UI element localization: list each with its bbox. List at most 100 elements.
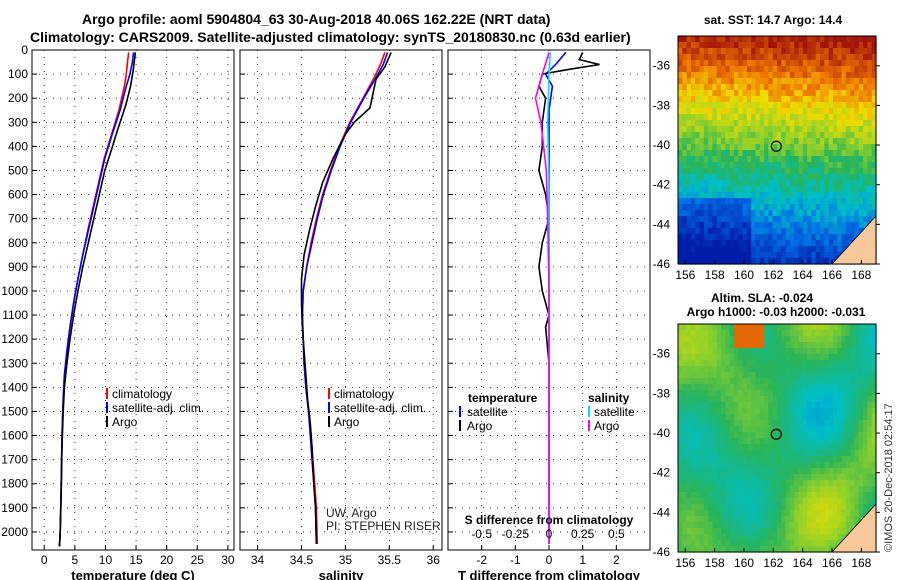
x-tick-label: 20 [160, 553, 174, 567]
x-tick-label: 2 [613, 553, 620, 567]
salinity-diff-axis-label: S difference from climatology [465, 513, 634, 527]
legend-label: Argo [334, 415, 360, 429]
title-line-1: Argo profile: aoml 5904804_63 30-Aug-201… [82, 11, 550, 27]
x-tick-label: 162 [763, 268, 783, 282]
y-tick-label: 800 [8, 236, 28, 250]
y-tick-label: -42 [653, 178, 671, 192]
x-tick-label: 35.5 [378, 553, 402, 567]
y-tick-label: -46 [653, 257, 671, 271]
x-tick-label: 168 [851, 556, 871, 570]
x-tick-label: 34.5 [290, 553, 314, 567]
x-tick-label: 168 [851, 268, 871, 282]
sla-map-subtitle: Argo h1000: -0.03 h2000: -0.031 [687, 305, 866, 319]
y-tick-label: 500 [8, 163, 28, 177]
x-tick-label: -1 [510, 553, 521, 567]
legend-label: satellite-adj. clim. [334, 401, 426, 415]
y-tick-label: 1300 [1, 356, 28, 370]
temperature-panel: 0 5 10 15 20 25 300100200300400500600700800900… [1, 43, 235, 580]
salinity-series-climatology [301, 52, 386, 545]
temperature-series-argo [58, 52, 137, 547]
sla-heatmap-cells [678, 324, 877, 553]
x-tick-label: 1 [579, 553, 586, 567]
y-tick-label: 1200 [1, 332, 28, 346]
legend-label: climatology [334, 387, 394, 401]
y-tick-label: -42 [653, 466, 671, 480]
sla-map-title: Altim. SLA: -0.024 [711, 291, 813, 305]
legend-label: Argo [467, 419, 493, 433]
x-tick-label: 30 [221, 553, 235, 567]
x-tick-label: 35 [339, 553, 353, 567]
x-tick-label: 10 [99, 553, 113, 567]
sla-map-panel: 156 158 160 162 164 166 168 -36 -38 -40 -42 -44 -46 [653, 323, 880, 570]
y-tick-label: 1400 [1, 380, 28, 394]
x-tick-label: 160 [734, 556, 754, 570]
y-tick-label: -44 [653, 217, 671, 231]
x-tick-label: 36 [427, 553, 441, 567]
difference-panel: -2 -1 0 1 2 -0.5 -0.25 0 0.25 0.5S difference fro… [447, 49, 651, 580]
legend-label: climatology [112, 387, 172, 401]
legend-label: Argo [594, 419, 620, 433]
x-tick-label: 164 [793, 556, 813, 570]
y-tick-label: 1100 [2, 308, 28, 322]
salinity-diff-tick-label: -0.5 [471, 527, 492, 541]
y-tick-label: 1700 [1, 453, 28, 467]
x-tick-label: 164 [793, 268, 813, 282]
argo-float-marker [770, 140, 782, 152]
x-tick-label: -2 [476, 553, 487, 567]
salinity-series-argo [300, 52, 392, 545]
salinity-diff-tick-label: -0.25 [502, 527, 530, 541]
x-tick-label: 34 [251, 553, 265, 567]
legend-label: satellite-adj. clim. [112, 401, 204, 415]
sst-heatmap-cells [678, 36, 877, 265]
salinity-panel: 34 34.5 35 35.5 36 salinity climatologysatelli… [239, 49, 443, 580]
plot-frame [31, 49, 235, 551]
salinity-diff-tick-label: 0.5 [608, 527, 625, 541]
x-tick-label: 15 [129, 553, 143, 567]
y-tick-label: 1000 [1, 284, 28, 298]
y-tick-label: 600 [8, 188, 28, 202]
y-tick-label: -36 [653, 59, 671, 73]
y-tick-label: -40 [653, 138, 671, 152]
x-tick-label: 158 [705, 268, 725, 282]
x-tick-label: 25 [191, 553, 205, 567]
plot-frame [239, 49, 443, 551]
temperature-series-satellite-adj-clim- [58, 52, 135, 547]
x-tick-label: 0 [41, 553, 48, 567]
difference-series-salinity-argo [534, 52, 550, 544]
y-tick-label: -38 [653, 98, 671, 112]
sst-map-panel: 156 158 160 162 164 166 168 -36 -38 -40 -42 -44 -46 [653, 35, 880, 282]
legend-title-temperature: temperature [468, 391, 538, 405]
y-tick-label: 900 [8, 260, 28, 274]
y-tick-label: 700 [8, 212, 28, 226]
y-tick-label: 300 [8, 115, 28, 129]
x-tick-label: 156 [675, 268, 695, 282]
x-tick-label: 166 [822, 556, 842, 570]
temperature-diff-axis-label: T difference from climatology [458, 568, 641, 580]
sst-map-title: sat. SST: 14.7 Argo: 14.4 [704, 13, 843, 27]
salinity-axis-label: salinity [319, 568, 365, 580]
y-tick-label: -36 [653, 347, 671, 361]
argo-float-marker [770, 428, 782, 440]
title-line-2: Climatology: CARS2009. Satellite-adjuste… [30, 29, 631, 45]
salinity-series-satellite-adj-clim- [301, 52, 389, 545]
legend-label: Argo [112, 415, 138, 429]
x-tick-label: 158 [705, 556, 725, 570]
y-tick-label: -40 [653, 426, 671, 440]
y-tick-label: 1900 [1, 501, 28, 515]
legend-label: satellite [594, 405, 635, 419]
x-tick-label: 5 [72, 553, 79, 567]
x-tick-label: 166 [822, 268, 842, 282]
map-frame [677, 323, 877, 553]
y-tick-label: -46 [653, 545, 671, 559]
credit-uw: UW, Argo [326, 506, 377, 520]
y-tick-label: 0 [21, 43, 28, 57]
legend-title-salinity: salinity [588, 391, 630, 405]
y-tick-label: 2000 [1, 525, 28, 539]
x-tick-label: 0 [546, 553, 553, 567]
y-tick-label: 1500 [1, 404, 28, 418]
y-tick-label: 1800 [1, 477, 28, 491]
y-tick-label: -38 [653, 386, 671, 400]
y-tick-label: 200 [8, 91, 28, 105]
x-tick-label: 160 [734, 268, 754, 282]
